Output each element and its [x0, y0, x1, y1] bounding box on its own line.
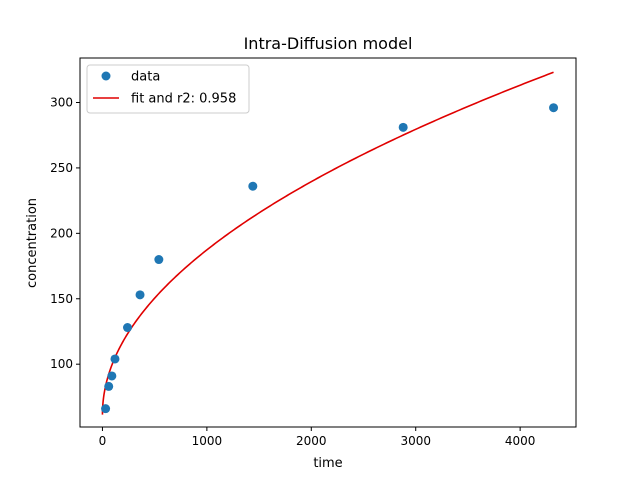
data-point — [248, 181, 258, 191]
data-points-layer — [101, 103, 559, 414]
data-point — [549, 103, 559, 113]
data-point — [101, 404, 111, 414]
y-axis-label: concentration — [25, 198, 40, 288]
y-tick-label: 100 — [50, 357, 73, 371]
y-axis: 100 150 200 250 300 — [50, 95, 80, 371]
x-axis: 0 1000 2000 3000 4000 — [99, 427, 536, 448]
x-tick-label: 3000 — [400, 434, 431, 448]
plot-area — [79, 57, 577, 428]
x-axis-label: time — [313, 456, 342, 471]
x-tick-label: 2000 — [296, 434, 327, 448]
legend-box — [86, 64, 250, 114]
data-point — [398, 122, 408, 132]
x-tick-label: 0 — [99, 434, 107, 448]
data-point — [135, 290, 145, 300]
data-point — [110, 354, 120, 364]
data-point — [154, 255, 164, 265]
legend-fit-label: fit and r2: 0.958 — [131, 92, 236, 107]
legend-data-label: data — [131, 70, 160, 85]
data-point — [107, 371, 117, 381]
data-point — [123, 323, 133, 333]
x-tick-label: 1000 — [192, 434, 223, 448]
data-point — [104, 381, 114, 391]
axes-frame — [79, 57, 577, 428]
legend: data fit and r2: 0.958 — [86, 64, 250, 114]
chart-title: Intra-Diffusion model — [244, 34, 413, 53]
y-tick-label: 250 — [50, 161, 73, 175]
x-tick-label: 4000 — [505, 434, 536, 448]
y-tick-label: 300 — [50, 95, 73, 109]
legend-data-marker — [101, 71, 111, 81]
y-tick-label: 200 — [50, 226, 73, 240]
y-tick-label: 150 — [50, 292, 73, 306]
